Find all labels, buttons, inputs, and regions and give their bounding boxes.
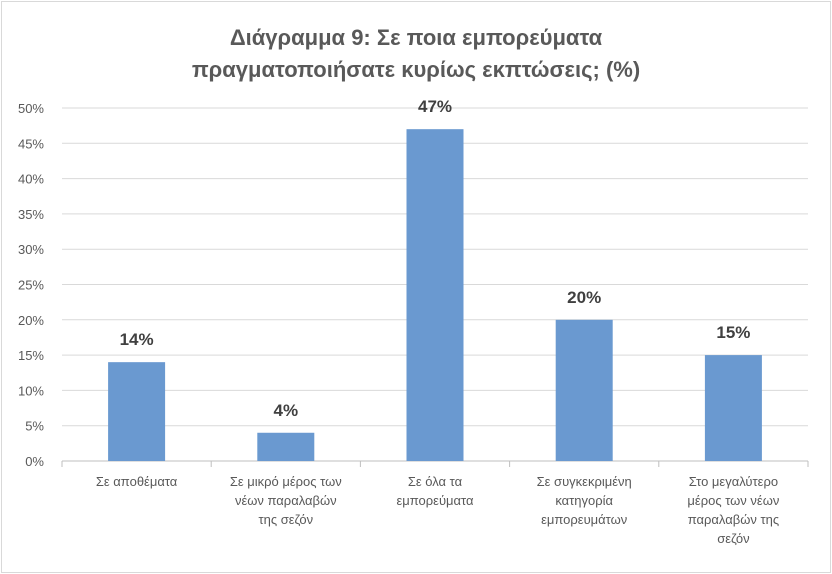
category-label: παραλαβών της [688, 512, 779, 527]
y-tick-label: 30% [18, 242, 44, 257]
data-label: 20% [567, 288, 601, 307]
chart-title: Διάγραμμα 9: Σε ποια εμπορεύματα πραγματ… [0, 22, 832, 86]
y-tick-label: 0% [25, 454, 44, 469]
bar [704, 355, 762, 461]
category-label: σεζόν [717, 531, 749, 546]
category-label: Στο μεγαλύτερο [689, 474, 778, 489]
y-tick-label: 25% [18, 278, 44, 293]
category-label: μέρος των νέων [687, 493, 779, 508]
category-label: Σε όλα τα [408, 474, 463, 489]
bar [406, 129, 464, 461]
y-tick-label: 35% [18, 207, 44, 222]
data-label: 4% [274, 401, 299, 420]
y-tick-label: 40% [18, 172, 44, 187]
y-tick-label: 5% [25, 419, 44, 434]
y-tick-label: 20% [18, 313, 44, 328]
category-label: νέων παραλαβών [235, 493, 337, 508]
chart-title-line-2: πραγματοποιήσατε κυρίως εκπτώσεις; (%) [191, 57, 641, 82]
bar [108, 362, 166, 461]
data-label: 47% [418, 97, 452, 116]
category-label: εμπορεύματα [396, 493, 474, 508]
y-tick-label: 15% [18, 348, 44, 363]
category-label: της σεζόν [258, 512, 313, 527]
category-label: εμπορευμάτων [541, 512, 627, 527]
data-label: 15% [716, 323, 750, 342]
bar [257, 432, 315, 461]
category-label: Σε μικρό μέρος των [230, 474, 342, 489]
category-label: κατηγορία [555, 493, 613, 508]
y-tick-label: 45% [18, 136, 44, 151]
bar [555, 319, 613, 461]
data-label: 14% [120, 330, 154, 349]
category-label: Σε αποθέματα [96, 474, 178, 489]
chart-title-line-1: Διάγραμμα 9: Σε ποια εμπορεύματα [229, 25, 603, 50]
y-tick-label: 10% [18, 383, 44, 398]
category-label: Σε συγκεκριμένη [537, 474, 632, 489]
y-tick-label: 50% [18, 101, 44, 116]
